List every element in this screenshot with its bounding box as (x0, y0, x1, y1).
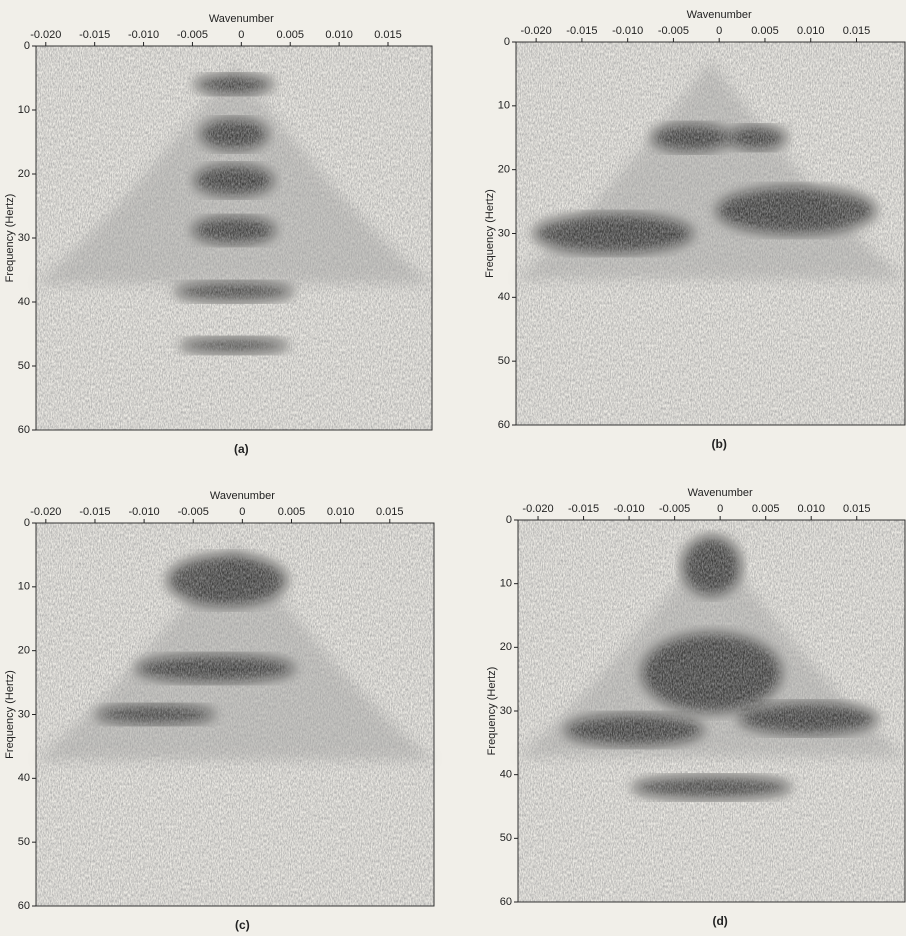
x-tick-label: 0.015 (843, 25, 871, 37)
x-tick-label: -0.015 (568, 503, 599, 515)
y-tick-label: 0 (506, 514, 512, 526)
y-tick-label: 30 (18, 232, 30, 244)
panel: -0.020 -0.015 -0.010 -0.005 0 0.005 0.010 0.015… (4, 13, 432, 456)
x-tick-label: 0.010 (797, 503, 825, 515)
y-tick-label: 40 (18, 772, 30, 784)
x-tick-label: 0 (238, 29, 244, 41)
x-tick-label: 0 (239, 506, 245, 518)
panel-label: (a) (234, 442, 249, 456)
y-tick-label: 60 (500, 896, 512, 908)
panel: -0.020 -0.015 -0.010 -0.005 0 0.005 0.010 0.015… (486, 487, 905, 928)
x-tick-label: 0.010 (327, 506, 355, 518)
x-tick-label: -0.005 (178, 506, 209, 518)
y-tick-label: 50 (500, 832, 512, 844)
y-tick-label: 40 (498, 291, 510, 303)
x-tick-label: -0.010 (128, 506, 159, 518)
noise-texture (518, 520, 905, 902)
panel-label: (d) (712, 914, 727, 928)
x-tick-label: 0.005 (276, 29, 304, 41)
x-tick-label: -0.020 (30, 29, 61, 41)
figure: -0.020 -0.015 -0.010 -0.005 0 0.005 0.010 0.015… (0, 0, 906, 936)
y-tick-label: 30 (500, 705, 512, 717)
x-tick-label: -0.020 (521, 25, 552, 37)
y-tick-label: 40 (500, 769, 512, 781)
x-tick-label: 0.010 (797, 25, 825, 37)
x-tick-label: -0.005 (658, 25, 689, 37)
y-axis-label: Frequency (Hertz) (486, 667, 498, 756)
noise-texture (36, 523, 434, 906)
y-tick-label: 50 (18, 360, 30, 372)
y-tick-label: 50 (18, 836, 30, 848)
x-tick-label: -0.020 (30, 506, 61, 518)
x-tick-label: -0.005 (659, 503, 690, 515)
y-tick-label: 50 (498, 355, 510, 367)
y-tick-label: 30 (498, 227, 510, 239)
x-tick-label: -0.015 (566, 25, 597, 37)
x-tick-label: 0.015 (843, 503, 871, 515)
x-tick-label: 0.015 (376, 506, 404, 518)
x-tick-label: 0 (716, 25, 722, 37)
noise-texture (36, 46, 432, 430)
x-tick-label: -0.015 (79, 29, 110, 41)
x-tick-label: 0.005 (752, 503, 780, 515)
panel-label: (b) (712, 437, 727, 451)
panel-label: (c) (235, 918, 250, 932)
x-tick-label: -0.010 (128, 29, 159, 41)
y-axis-label: Frequency (Hertz) (4, 670, 16, 759)
y-tick-label: 10 (500, 578, 512, 590)
y-tick-label: 20 (500, 641, 512, 653)
y-tick-label: 10 (18, 581, 30, 593)
x-axis-label: Wavenumber (210, 490, 275, 502)
y-tick-label: 0 (24, 40, 30, 52)
x-axis-label: Wavenumber (688, 487, 753, 499)
y-tick-label: 20 (18, 168, 30, 180)
y-tick-label: 20 (498, 164, 510, 176)
x-axis-label: Wavenumber (209, 13, 274, 25)
y-axis-label: Frequency (Hertz) (484, 189, 496, 278)
y-tick-label: 10 (498, 100, 510, 112)
panel: -0.020 -0.015 -0.010 -0.005 0 0.005 0.010 0.015… (4, 490, 434, 932)
x-tick-label: -0.010 (613, 503, 644, 515)
panel: -0.020 -0.015 -0.010 -0.005 0 0.005 0.010 0.015… (484, 9, 905, 451)
y-tick-label: 20 (18, 645, 30, 657)
y-tick-label: 60 (18, 424, 30, 436)
x-tick-label: -0.005 (177, 29, 208, 41)
x-tick-label: 0.015 (374, 29, 402, 41)
y-tick-label: 0 (504, 36, 510, 48)
x-tick-label: -0.020 (522, 503, 553, 515)
x-tick-label: 0.005 (751, 25, 779, 37)
y-tick-label: 60 (18, 900, 30, 912)
y-tick-label: 40 (18, 296, 30, 308)
y-tick-label: 30 (18, 708, 30, 720)
x-tick-label: 0.010 (325, 29, 353, 41)
x-tick-label: -0.010 (612, 25, 643, 37)
noise-texture (516, 42, 905, 425)
x-tick-label: 0 (717, 503, 723, 515)
x-tick-label: -0.015 (79, 506, 110, 518)
y-tick-label: 60 (498, 419, 510, 431)
y-tick-label: 0 (24, 517, 30, 529)
y-axis-label: Frequency (Hertz) (4, 194, 16, 283)
x-axis-label: Wavenumber (687, 9, 752, 21)
y-tick-label: 10 (18, 104, 30, 116)
x-tick-label: 0.005 (278, 506, 306, 518)
